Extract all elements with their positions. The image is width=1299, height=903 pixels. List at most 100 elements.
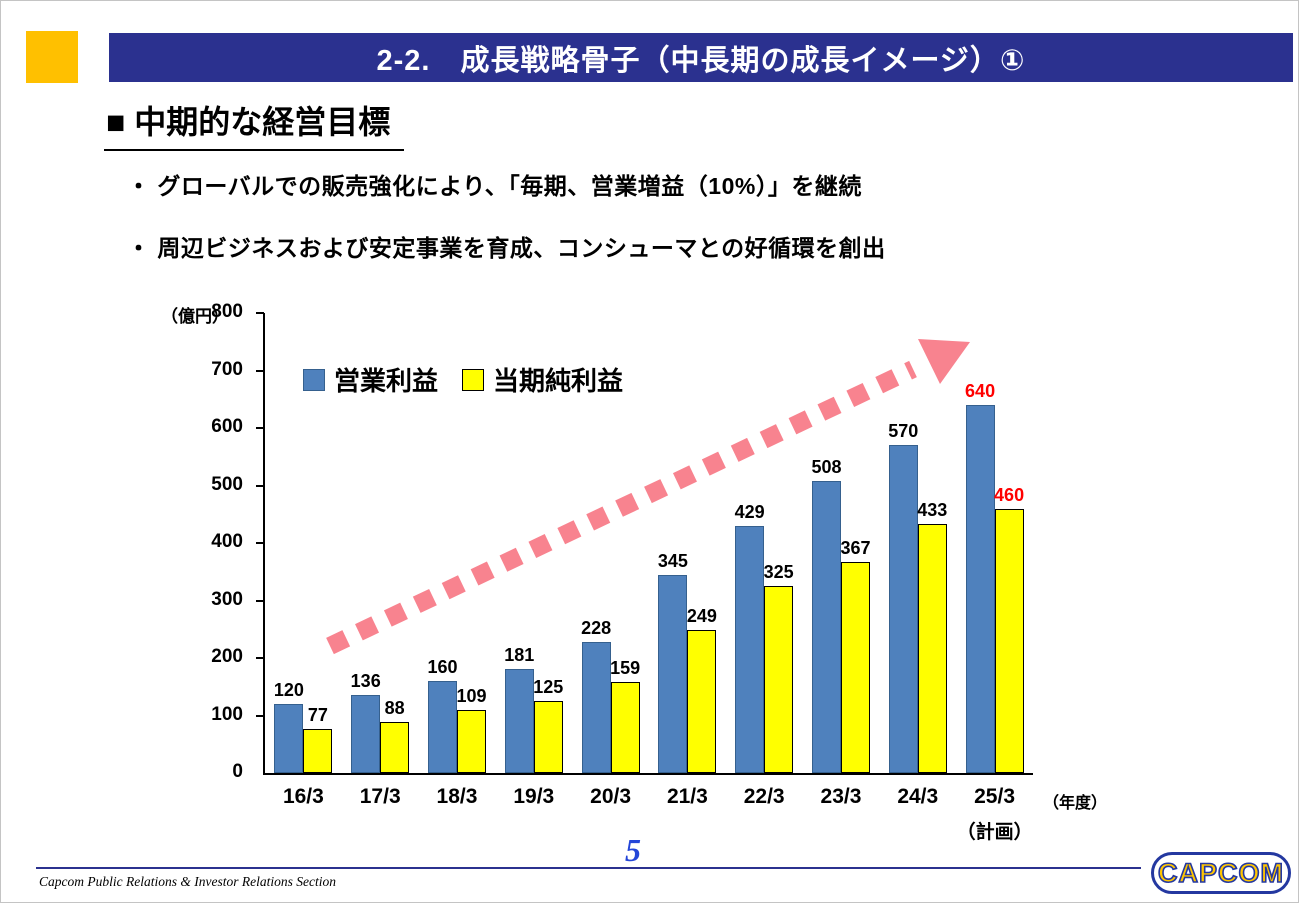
bar-value-label: 570: [888, 421, 919, 442]
bar: [380, 722, 410, 773]
bar-value-label: 429: [734, 502, 765, 523]
bar-column: 325: [763, 313, 794, 773]
y-tick-label: 200: [211, 646, 243, 667]
bar-column: 508: [811, 313, 842, 773]
slide-title: 2-2. 成長戦略骨子（中長期の成長イメージ）①: [376, 44, 1026, 77]
bar-group: 136 88 17/3: [342, 313, 419, 808]
bar-column: 159: [610, 313, 641, 773]
bar-value-label: 249: [686, 605, 717, 626]
bar-value-label: 325: [763, 562, 794, 583]
footer-divider: [36, 867, 1141, 869]
bar-value-label: 640: [965, 381, 996, 401]
y-tick-mark: [256, 657, 264, 659]
legend-label: 当期純利益: [493, 366, 624, 396]
bar: [351, 694, 381, 773]
bar-column: 125: [533, 313, 564, 773]
page-number: 5: [625, 832, 641, 868]
bar: [965, 405, 995, 773]
y-tick-label: 700: [211, 358, 243, 380]
accent-square: [26, 31, 78, 83]
x-tick-label: 19/3: [513, 785, 555, 808]
bar: [427, 681, 457, 773]
bar-column: 160: [427, 313, 458, 773]
bar-group: 160 109 18/3: [419, 313, 496, 808]
x-tick-label: 22/3: [743, 785, 785, 808]
bar-column: 433: [917, 313, 947, 773]
bar-group: 228 159 20/3: [572, 313, 649, 808]
bar-value-label: 367: [840, 537, 871, 558]
bar-value-label: 136: [350, 670, 381, 691]
bar-value-label: 460: [994, 484, 1025, 505]
bar: [917, 524, 947, 773]
y-tick-label: 800: [211, 301, 243, 322]
chart-legend: 営業利益 当期純利益: [303, 361, 623, 398]
bar-group: 640 460 25/3 （計画）: [956, 313, 1033, 843]
bar-group: 120 77 16/3: [265, 313, 342, 808]
title-bar: 2-2. 成長戦略骨子（中長期の成長イメージ）①: [109, 33, 1293, 82]
y-axis-unit-label: （億円）: [161, 307, 229, 326]
x-tick-label: 23/3: [820, 785, 862, 808]
bar-column: 77: [303, 313, 333, 773]
bar-group: 570 433 24/3: [879, 313, 956, 808]
bar-group: 508 367 23/3: [803, 313, 880, 808]
bar-value-label: 109: [456, 686, 487, 707]
bar-column: 88: [380, 313, 410, 773]
legend-item: 当期純利益: [462, 361, 623, 398]
bullet-item: ・ グローバルでの販売強化により、「毎期、営業増益（10%）」を継続: [127, 173, 862, 199]
bar-value-label: 125: [533, 677, 564, 698]
bar: [840, 561, 870, 773]
bar-column: 460: [994, 313, 1025, 773]
bullet-item: ・ 周辺ビジネスおよび安定事業を育成、コンシューマとの好循環を創出: [127, 235, 886, 261]
y-tick-mark: [256, 369, 264, 372]
capcom-logo-text: CAPCOM: [1157, 857, 1284, 889]
x-axis-unit-label: （年度）: [1043, 795, 1108, 812]
footer-credit: Capcom Public Relations & Investor Relat…: [39, 874, 336, 889]
bar: [533, 701, 563, 773]
bar-value-label: 159: [610, 657, 641, 678]
bar: [610, 681, 640, 773]
chart-plot-area: 120 77 16/3 136 88 17/3 160 109 18/3 181 125 19/3 22…: [256, 312, 1033, 843]
x-tick-label: 20/3: [590, 785, 632, 808]
bar-column: 640: [965, 313, 996, 773]
legend-item: 営業利益: [303, 361, 438, 398]
bar-column: 136: [350, 313, 381, 773]
bar: [687, 629, 717, 773]
bar: [504, 668, 534, 773]
bar-value-label: 120: [273, 680, 304, 700]
bar-value-label: 345: [657, 550, 688, 571]
legend-swatch: [462, 368, 485, 391]
bar-column: 120: [273, 313, 304, 773]
y-tick-label: 600: [211, 416, 243, 437]
bar-value-label: 228: [581, 617, 612, 638]
x-tick-label: 21/3: [666, 785, 708, 808]
bar: [764, 586, 794, 773]
bar-column: 429: [734, 313, 765, 773]
bar-column: 570: [888, 313, 919, 773]
bar: [735, 526, 765, 773]
y-tick-mark: [256, 484, 264, 487]
bar-column: 345: [657, 313, 688, 773]
bar-group: 429 325 22/3: [726, 313, 803, 808]
bar-value-label: 181: [504, 644, 535, 665]
y-tick-mark: [256, 542, 264, 544]
bar: [888, 445, 918, 773]
bar-column: 249: [686, 313, 717, 773]
bar-column: 367: [840, 313, 871, 773]
legend-label: 営業利益: [334, 366, 439, 396]
bar: [274, 704, 304, 773]
y-axis-tick-labels: 0 100 200 300 400 500 600 700 800: [177, 301, 251, 782]
y-tick-mark: [256, 714, 264, 717]
legend-swatch: [303, 368, 325, 391]
x-tick-label: 17/3: [359, 785, 401, 808]
bar: [658, 574, 688, 773]
y-tick-label: 400: [211, 531, 243, 552]
bar-value-label: 88: [384, 698, 405, 719]
bar: [581, 641, 611, 773]
y-tick-mark: [256, 599, 264, 602]
y-tick-mark: [256, 427, 264, 429]
y-tick-label: 100: [211, 703, 243, 725]
x-tick-label: 18/3: [436, 785, 478, 808]
bar-column: 109: [456, 313, 487, 773]
section-heading: ■ 中期的な経営目標: [104, 97, 405, 151]
